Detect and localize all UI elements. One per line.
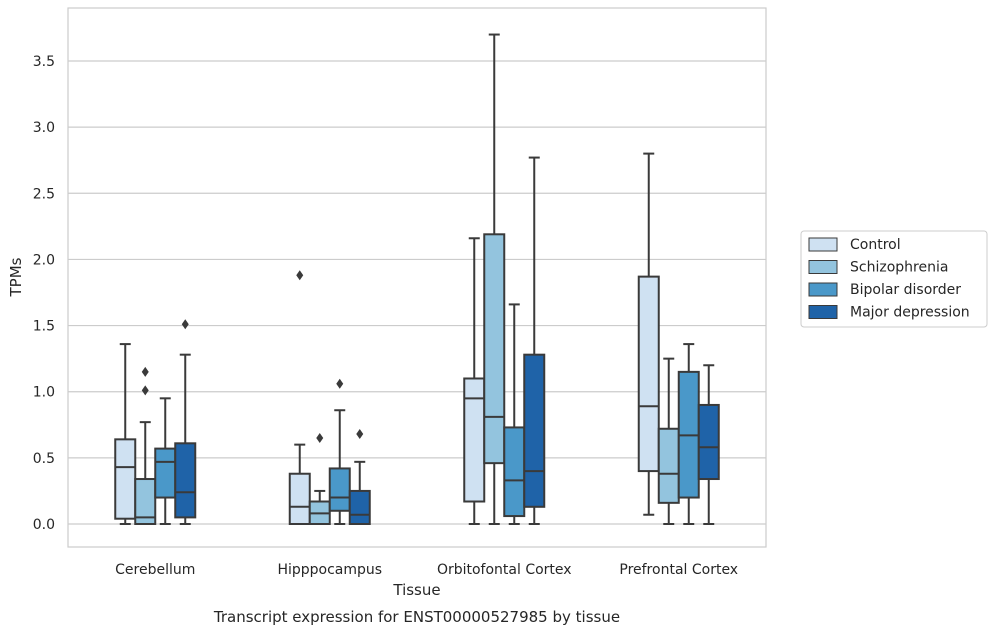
box — [657, 427, 680, 504]
box-group — [154, 397, 177, 525]
y-axis-title: TPMs — [7, 257, 25, 297]
box-group — [328, 378, 351, 525]
y-tick-label: 0.5 — [33, 451, 55, 467]
box — [328, 467, 351, 512]
y-tick-label: 2.5 — [33, 186, 55, 202]
legend: Control Schizophrenia Bipolar disorder Majo… — [800, 230, 988, 328]
box-group — [348, 429, 371, 525]
box-group — [463, 237, 486, 525]
y-tick-label: 3.0 — [33, 120, 55, 136]
box-group — [483, 33, 506, 525]
box — [697, 403, 720, 481]
box — [523, 353, 546, 508]
box-group — [503, 303, 526, 525]
x-tick-label: Orbitofontal Cortex — [437, 562, 572, 578]
box — [134, 478, 157, 525]
box-group — [288, 270, 311, 525]
legend-swatch — [808, 260, 838, 274]
box-group — [677, 343, 700, 525]
legend-label: Major depression — [850, 305, 970, 321]
outlier-point — [356, 429, 364, 440]
y-tick-label: 1.5 — [33, 319, 55, 335]
legend-swatch — [808, 282, 838, 297]
x-axis-title: Tissue — [392, 581, 440, 599]
box-groups — [114, 33, 720, 525]
box — [463, 377, 486, 503]
box-group — [637, 152, 660, 516]
legend-label: Bipolar disorder — [850, 282, 961, 298]
y-tick-label: 3.5 — [33, 54, 55, 70]
box-group — [114, 343, 137, 525]
legend-swatch — [808, 305, 838, 319]
legend-label: Control — [850, 237, 901, 253]
box-group — [308, 433, 331, 525]
box-group — [134, 366, 157, 525]
box — [174, 442, 197, 519]
box — [637, 275, 660, 473]
outlier-point — [316, 433, 324, 444]
box — [483, 233, 506, 465]
legend-swatch — [808, 237, 838, 252]
outlier-point — [141, 366, 149, 377]
x-axis-ticks: Cerebellum Hipppocampus Orbitofontal Corte… — [115, 562, 738, 578]
x-tick-label: Prefrontal Cortex — [619, 562, 738, 578]
box — [114, 438, 137, 520]
outlier-point — [296, 270, 304, 281]
y-tick-label: 0.0 — [33, 517, 55, 533]
box — [288, 472, 311, 525]
box-group — [174, 319, 197, 525]
box — [503, 426, 526, 518]
box — [348, 489, 371, 525]
plot-frame — [67, 7, 767, 548]
outlier-point — [141, 385, 149, 396]
y-axis-ticks: 0.0 0.5 1.0 1.5 2.0 2.5 3.0 3.5 — [33, 54, 55, 533]
box-group — [523, 156, 546, 525]
box-group — [657, 357, 680, 525]
chart-title: Transcript expression for ENST0000052798… — [213, 608, 620, 626]
box — [154, 447, 177, 499]
legend-label: Schizophrenia — [850, 260, 948, 276]
outlier-point — [181, 319, 189, 330]
legend-frame — [800, 230, 988, 328]
y-tick-label: 1.0 — [33, 385, 55, 401]
y-tick-label: 2.0 — [33, 252, 55, 268]
x-tick-label: Hipppocampus — [277, 562, 382, 578]
outlier-point — [336, 378, 344, 389]
box-group — [697, 364, 720, 525]
x-tick-label: Cerebellum — [115, 562, 195, 578]
